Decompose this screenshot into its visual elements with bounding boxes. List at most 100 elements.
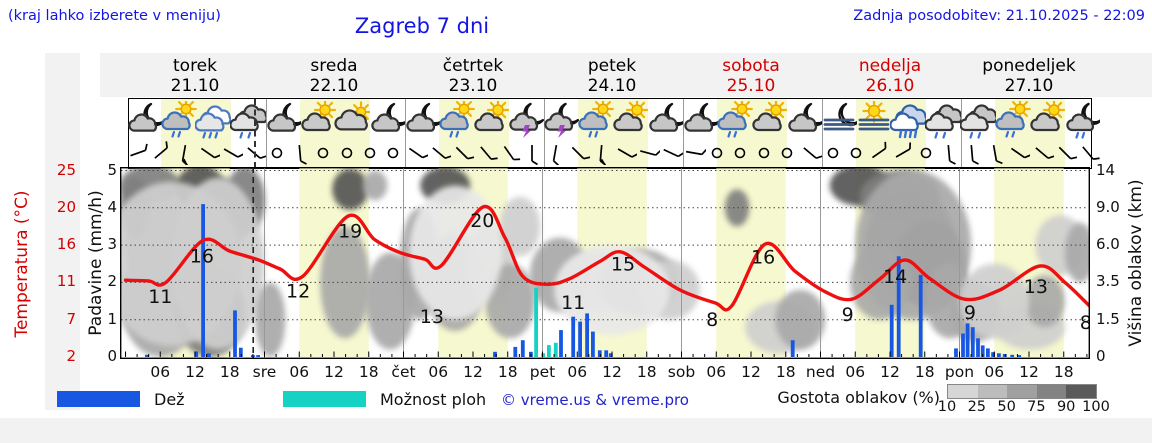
now-marker-line [254,99,257,168]
density-scale-tick: 50 [997,399,1016,415]
rain-bar [608,353,613,357]
day-date: 24.10 [587,76,637,96]
wind-barb-icon [1006,141,1032,165]
day-date: 22.10 [309,76,359,96]
wind-barb-icon [172,141,196,166]
cloud-density-blob [362,170,388,201]
calm-wind-icon [914,141,938,165]
calm-wind-icon [311,141,335,165]
rain-bar [604,350,609,357]
day-header-sobota: sobota 25.10 [682,56,821,96]
midnight-separator [960,99,962,168]
day-date: 21.10 [170,76,220,96]
temperature-value-label: 19 [338,220,362,242]
moon-rain-icon [1064,101,1103,139]
temperature-value-label: 11 [148,286,172,308]
precip-tick-0: 0 [107,347,117,365]
precip-tick-5: 5 [107,160,117,179]
density-scale-segment [1007,385,1037,398]
moon-cloud-icon [404,101,444,139]
calm-wind-icon [705,141,729,165]
rain-bar [997,353,1001,357]
day-name: sreda [310,56,358,76]
time-label: 12 [185,363,205,381]
shower-bar [534,288,538,357]
rain-legend-swatch [57,391,140,407]
day-header-band [100,53,1152,97]
calm-wind-icon [844,141,868,165]
day-date: 23.10 [448,76,498,96]
cloud-density-blob [409,185,502,320]
last-update: Zadnja posodobitev: 21.10.2025 - 22:09 [853,8,1145,24]
time-axis-labels: 06 12 18 sre 06 12 18 čet 06 12 18 pet 06 12 18 sob 06 12… [0,363,1152,381]
time-label: 06 [706,363,727,381]
cloud-density-blob [320,226,370,339]
wind-barb-icon [474,141,498,165]
temperature-value-label: 13 [1024,276,1048,298]
cloud-density-blob [724,189,750,227]
wind-barb-icon [1053,141,1078,165]
time-label: 06 [567,363,588,381]
temp-axis-band [45,53,80,410]
cloud-density-scale [947,384,1097,399]
sun-fog-icon [856,99,892,139]
wind-barb-icon [404,141,429,165]
wind-barb-icon [520,141,544,166]
moon-fog-icon [821,101,861,139]
shower-bar [553,342,558,357]
rain-bar [965,323,970,357]
sun-cloud-icon [751,98,788,139]
moon-storm-icon [543,101,579,139]
wind-barb-icon [543,141,567,166]
temperature-value-label: 8 [1080,312,1090,334]
time-label: 06 [428,363,449,381]
rain-bar [918,274,923,357]
moon-cloud-icon [126,101,166,139]
rain-bar [194,351,199,357]
density-scale-segment [977,385,1008,398]
precip-tick-3: 3 [107,235,117,254]
rain-bar [991,352,995,357]
wind-barb-icon [636,141,661,165]
calm-wind-icon [752,141,776,165]
rain-bar [961,333,965,357]
wind-barb-icon [219,141,244,165]
moon-cloud-icon [786,101,826,139]
rain-bar [585,313,589,357]
cloud-density-label: Gostota oblakov (%) [777,388,940,407]
rain-bar [1002,354,1007,357]
day-header-sreda: sreda 22.10 [265,56,404,96]
sun-cloud-icon [612,98,649,139]
midnight-separator [265,99,267,168]
rain-bar [1017,355,1022,357]
copyright-link[interactable]: © vreme.us & vreme.pro [501,391,689,409]
cloud-tick-1.5: 1.5 [1096,309,1120,328]
temp-tick-16: 16 [56,235,76,254]
cloud-density-blob [171,178,265,350]
rain-bar [201,204,205,357]
rain-bar [889,304,894,357]
sun-rain-icon [438,98,475,139]
rain-bar [207,353,211,357]
time-label: 12 [324,363,344,381]
rain-bar [233,310,237,357]
moon-storm-icon [508,101,545,139]
wind-barb-icon [891,141,915,165]
time-label: 12 [1019,363,1039,381]
calm-wind-icon [728,141,752,165]
moon-cloud-icon [369,101,409,139]
page-title: Zagreb 7 dni [354,14,490,38]
rain-icon [194,101,232,139]
calm-wind-icon [265,141,289,165]
time-label: 12 [880,363,900,381]
temperature-value-label: 16 [190,246,214,268]
wind-barb-icon [682,141,708,165]
temperature-value-label: 16 [751,246,775,268]
midnight-label: pon [944,363,975,381]
time-label: 18 [358,363,379,381]
temperature-value-label: 9 [842,304,854,326]
density-scale-tick: 90 [1056,399,1076,415]
rain-bar [238,347,243,357]
time-label: 12 [741,363,761,381]
